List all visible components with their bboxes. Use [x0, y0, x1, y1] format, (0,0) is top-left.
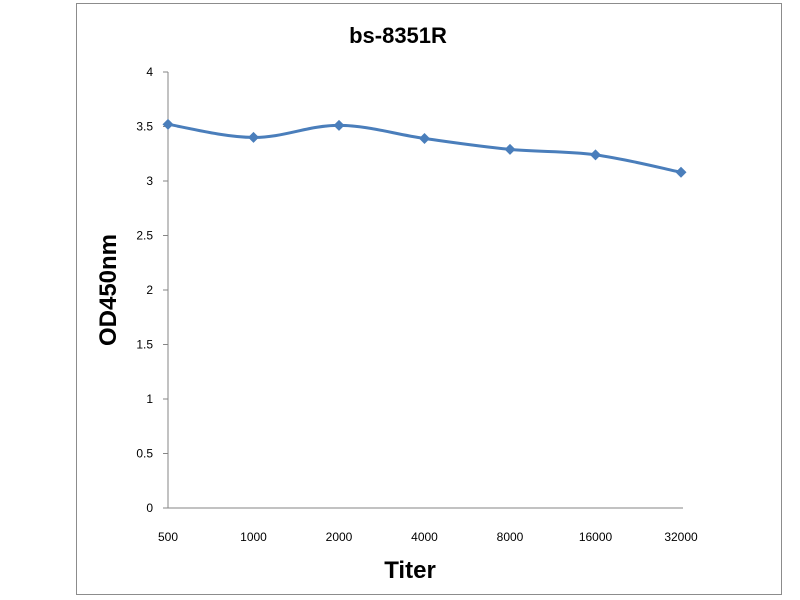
x-axis: 500 1000 2000 4000 8000 16000 32000 [158, 507, 698, 544]
x-tick-label: 500 [158, 530, 178, 544]
x-tick-group: 500 1000 2000 4000 8000 16000 32000 [158, 530, 698, 544]
y-tick-label: 3 [146, 174, 153, 188]
y-axis-label: OD450nm [95, 234, 122, 346]
x-tick-label: 8000 [497, 530, 524, 544]
x-tick-label: 32000 [664, 530, 698, 544]
x-tick-label: 1000 [240, 530, 267, 544]
y-tick-label: 0 [146, 501, 153, 515]
y-tick-label: 2.5 [136, 229, 153, 243]
y-tick-label: 1.5 [136, 338, 153, 352]
data-point-marker [675, 166, 687, 178]
data-point-marker [333, 119, 345, 131]
y-axis: 0 0.5 1 1.5 2 2.5 3 3.5 4 [136, 65, 169, 515]
series-group [162, 118, 687, 178]
chart-title: bs-8351R [349, 23, 447, 48]
y-tick-group: 0 0.5 1 1.5 2 2.5 3 3.5 4 [136, 65, 168, 515]
data-point-marker [419, 132, 430, 144]
y-tick-label: 2 [146, 283, 153, 297]
y-tick-label: 1 [146, 392, 153, 406]
data-point-marker [248, 131, 259, 143]
y-tick-label: 3.5 [136, 120, 153, 134]
x-axis-label: Titer [384, 557, 436, 584]
data-point-marker [590, 149, 601, 161]
x-tick-label: 2000 [326, 530, 353, 544]
x-tick-label: 4000 [411, 530, 438, 544]
x-tick-label: 16000 [579, 530, 613, 544]
data-point-marker [162, 118, 174, 130]
chart-frame [76, 3, 782, 595]
data-point-marker [504, 143, 516, 155]
y-tick-label: 0.5 [136, 447, 153, 461]
y-tick-label: 4 [146, 65, 153, 79]
series-line [167, 122, 682, 174]
